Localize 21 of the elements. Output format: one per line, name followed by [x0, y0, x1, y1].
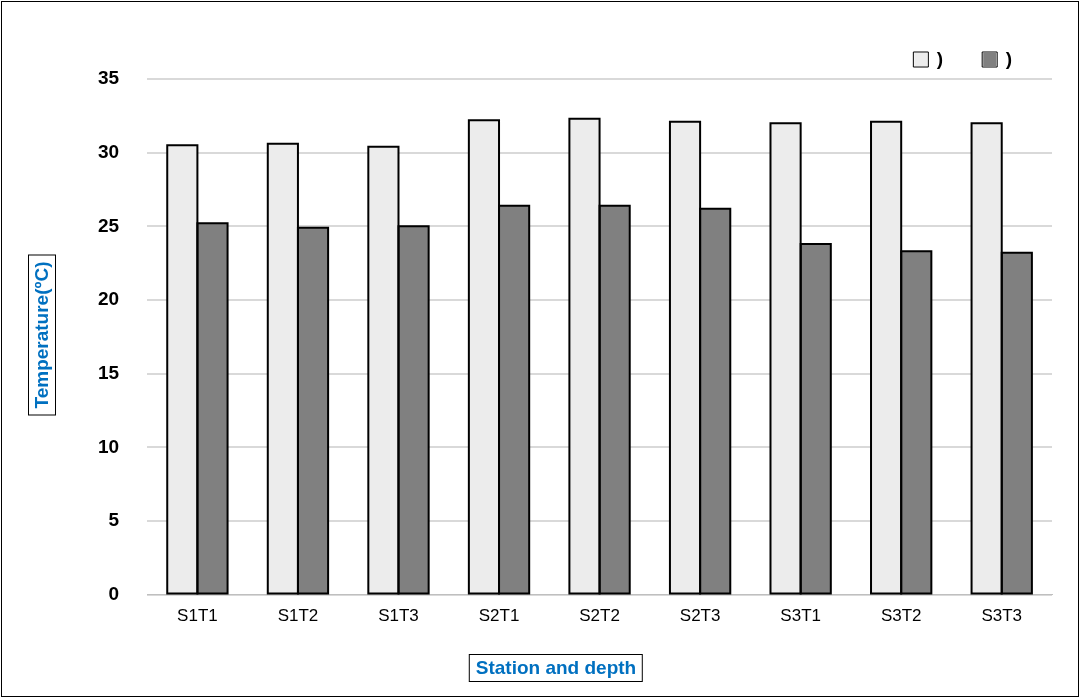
- x-tick-label: S1T3: [378, 606, 419, 626]
- x-axis-title: Station and depth: [468, 654, 644, 682]
- x-tick-label: S2T1: [478, 606, 520, 626]
- y-tick-label: 5: [108, 509, 120, 531]
- y-tick-label: 25: [97, 214, 120, 236]
- y-tick-label: 30: [97, 140, 120, 162]
- x-tick-label: S1T1: [177, 606, 218, 626]
- x-tick-label: S3T1: [780, 606, 821, 626]
- y-axis-title: Temperature(ºC): [28, 254, 56, 416]
- x-tick-label: S2T3: [679, 606, 721, 626]
- y-tick-label: 20: [97, 288, 120, 310]
- y-tick-label: 0: [108, 582, 120, 604]
- legend-label: ): [936, 47, 944, 69]
- x-tick-label: S3T3: [981, 606, 1023, 626]
- y-tick-label: 10: [97, 435, 120, 457]
- x-tick-label: S3T2: [880, 606, 922, 626]
- x-tick-label: S2T2: [579, 606, 620, 626]
- x-tick-label: S1T2: [277, 606, 319, 626]
- y-tick-label: 15: [97, 361, 120, 383]
- legend-label: ): [1005, 47, 1012, 69]
- y-tick-label: 35: [97, 67, 120, 89]
